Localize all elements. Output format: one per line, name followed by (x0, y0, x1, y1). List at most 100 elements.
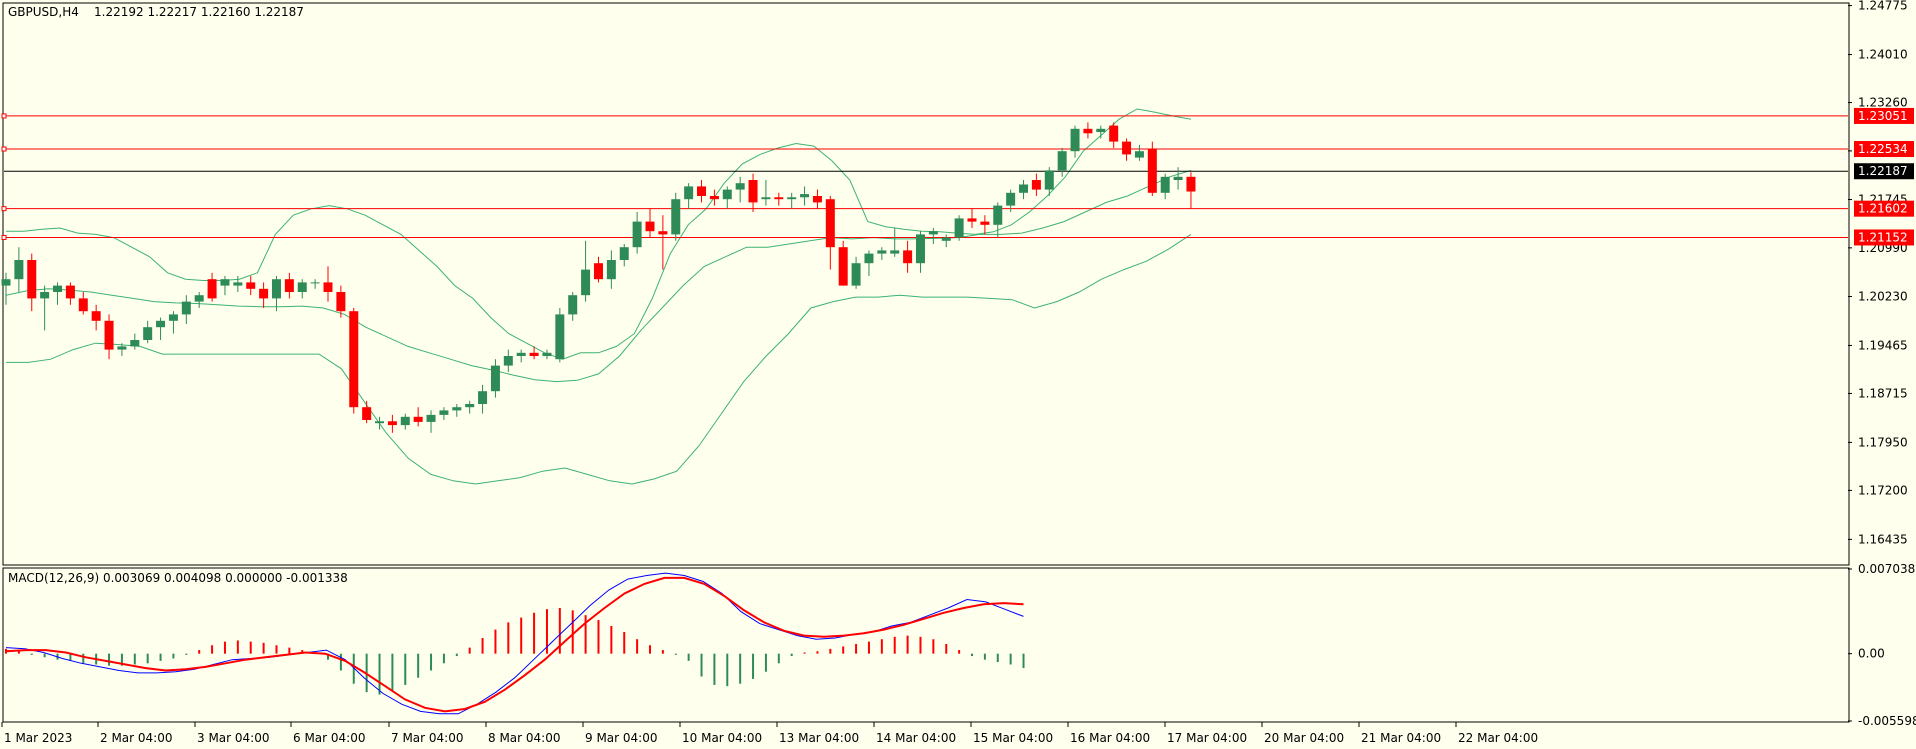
candle[interactable] (774, 192, 784, 206)
candle[interactable] (593, 256, 603, 283)
candle[interactable] (928, 228, 938, 244)
candle[interactable] (1160, 173, 1170, 200)
candle[interactable] (375, 416, 385, 430)
candle[interactable] (864, 250, 874, 276)
candle-body (400, 416, 410, 426)
candle[interactable] (271, 276, 281, 312)
candle[interactable] (761, 180, 771, 206)
candle[interactable] (40, 285, 50, 331)
candle[interactable] (1122, 138, 1132, 161)
candle[interactable] (490, 359, 500, 398)
candle[interactable] (400, 413, 410, 430)
candle[interactable] (529, 346, 539, 360)
candle[interactable] (1044, 167, 1054, 196)
candle[interactable] (1096, 125, 1106, 139)
candle[interactable] (697, 180, 707, 203)
candle[interactable] (709, 189, 719, 206)
time-tick-label: 15 Mar 04:00 (973, 731, 1053, 745)
candle[interactable] (800, 186, 810, 206)
candle[interactable] (465, 400, 475, 414)
candle[interactable] (259, 282, 269, 308)
candle[interactable] (65, 282, 75, 305)
candle[interactable] (980, 215, 990, 235)
candle[interactable] (851, 256, 861, 289)
candle[interactable] (246, 276, 256, 296)
candle[interactable] (581, 240, 591, 302)
candle[interactable] (941, 234, 951, 248)
candle[interactable] (1083, 122, 1093, 139)
candle[interactable] (1, 272, 11, 305)
candle[interactable] (478, 384, 488, 414)
candle[interactable] (426, 410, 436, 433)
candle-body (233, 282, 243, 286)
candle[interactable] (1147, 141, 1157, 196)
candle[interactable] (954, 215, 964, 241)
candle[interactable] (91, 304, 101, 331)
candle[interactable] (645, 208, 655, 238)
candle[interactable] (78, 292, 88, 315)
level-handle-3 (1, 206, 7, 212)
candle[interactable] (658, 215, 668, 270)
candle[interactable] (877, 247, 887, 260)
candle[interactable] (1134, 144, 1144, 161)
candle[interactable] (349, 308, 359, 414)
candle[interactable] (310, 279, 320, 289)
candle[interactable] (516, 349, 526, 363)
candle[interactable] (207, 272, 217, 302)
candle[interactable] (748, 173, 758, 212)
candle[interactable] (362, 400, 372, 424)
candle[interactable] (967, 208, 977, 228)
candle[interactable] (1173, 167, 1183, 190)
candles[interactable] (1, 122, 1196, 433)
candle[interactable] (787, 192, 797, 209)
candle[interactable] (825, 196, 835, 270)
candle[interactable] (1006, 189, 1016, 212)
candle[interactable] (632, 212, 642, 254)
candle[interactable] (568, 292, 578, 321)
candle[interactable] (619, 244, 629, 267)
candle[interactable] (233, 276, 243, 292)
candle[interactable] (104, 314, 114, 360)
candle[interactable] (117, 343, 127, 356)
price-levels[interactable] (1, 113, 1848, 240)
candle[interactable] (838, 240, 848, 286)
candle[interactable] (1109, 122, 1119, 148)
candle[interactable] (220, 276, 230, 296)
candle[interactable] (903, 240, 913, 273)
candle[interactable] (168, 311, 178, 334)
candle[interactable] (915, 231, 925, 273)
candle[interactable] (812, 189, 822, 209)
candle[interactable] (1057, 148, 1067, 177)
candle[interactable] (53, 282, 63, 305)
candle[interactable] (993, 202, 1003, 238)
candle[interactable] (14, 247, 24, 292)
candle[interactable] (1019, 180, 1029, 200)
candle[interactable] (606, 250, 616, 289)
candle[interactable] (284, 272, 294, 299)
candle[interactable] (439, 407, 449, 420)
candle[interactable] (452, 404, 462, 417)
candle[interactable] (156, 317, 166, 340)
candle[interactable] (503, 349, 513, 372)
candle[interactable] (387, 414, 397, 433)
candle[interactable] (27, 253, 37, 312)
candle[interactable] (297, 279, 307, 299)
candle[interactable] (684, 183, 694, 209)
candle[interactable] (1070, 125, 1080, 158)
candle[interactable] (722, 186, 732, 209)
candle[interactable] (542, 349, 552, 360)
candle[interactable] (1031, 173, 1041, 196)
candle[interactable] (671, 192, 681, 241)
candle[interactable] (413, 407, 423, 427)
candle[interactable] (890, 228, 900, 257)
candle[interactable] (735, 176, 745, 203)
candle[interactable] (1186, 172, 1196, 209)
candle[interactable] (181, 295, 191, 324)
candle[interactable] (130, 333, 140, 350)
candle[interactable] (194, 292, 204, 308)
candle[interactable] (143, 320, 153, 344)
candle[interactable] (555, 308, 565, 363)
candle[interactable] (323, 266, 333, 302)
candle[interactable] (336, 285, 346, 318)
